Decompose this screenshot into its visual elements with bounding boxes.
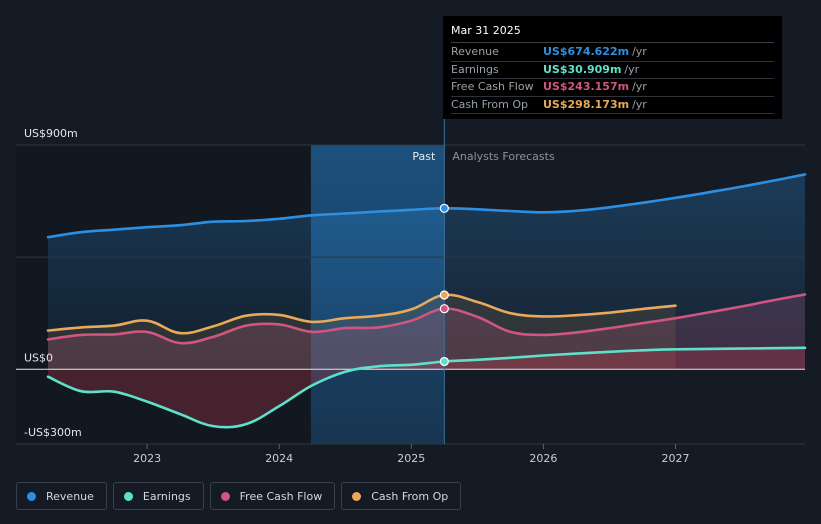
y-tick-label: US$0 <box>24 351 53 364</box>
marker-free-cash-flow <box>439 304 449 314</box>
tooltip-row-cash-from-op: Cash From Op US$298.173m /yr <box>451 97 774 114</box>
tooltip-value: US$30.909m <box>543 62 622 76</box>
tooltip-value: US$243.157m <box>543 80 630 93</box>
line-earnings <box>46 346 807 429</box>
tooltip-label: Revenue <box>451 45 499 58</box>
chart-canvas: US$900m US$0 -US$300m 2023 2024 2025 2026 2027 P… <box>16 94 807 465</box>
line-free-cash-flow <box>46 293 807 345</box>
line-cash-from-op <box>46 293 677 335</box>
tooltip-label: Free Cash Flow <box>451 80 534 93</box>
series-areas <box>48 174 805 428</box>
tooltip-unit: /yr <box>632 97 647 111</box>
x-tick-label: 2025 <box>397 452 425 465</box>
legend-dot-icon <box>352 491 362 501</box>
axis-labels: US$900m US$0 -US$300m 2023 2024 2025 2026 2027 P… <box>24 127 690 465</box>
tooltip-unit: /yr <box>632 45 647 58</box>
tooltip-unit: /yr <box>624 62 640 76</box>
legend-item-earnings[interactable]: Earnings <box>112 482 204 510</box>
legend-label: Cash From Op <box>371 489 449 503</box>
tooltip-date: Mar 31 2025 <box>451 24 774 43</box>
tooltip-row-revenue: Revenue US$674.622m /yr <box>451 44 774 62</box>
tooltip-label: Earnings <box>451 62 499 76</box>
series-lines <box>46 173 807 429</box>
x-tick-label: 2026 <box>529 452 557 465</box>
legend-label: Revenue <box>46 489 94 503</box>
legend-item-revenue[interactable]: Revenue <box>16 482 107 510</box>
x-tick-label: 2024 <box>265 452 293 465</box>
series-markers <box>439 203 449 367</box>
marker-cash-from-op <box>439 290 449 300</box>
legend-item-cash-from-op[interactable]: Cash From Op <box>341 482 462 510</box>
area-earnings <box>48 347 805 428</box>
legend-dot-icon <box>27 491 36 501</box>
tooltip-row-earnings: Earnings US$30.909m /yr <box>451 62 774 79</box>
marker-earnings <box>439 356 449 367</box>
legend-label: Free Cash Flow <box>239 489 323 503</box>
area-cash-from-op <box>48 294 676 370</box>
tooltip-unit: /yr <box>632 80 647 93</box>
marker-revenue <box>439 203 449 213</box>
legend-label: Earnings <box>142 489 191 503</box>
forecast-label: Analysts Forecasts <box>452 150 555 163</box>
legend-dot-icon <box>220 491 230 501</box>
tooltip-value: US$674.622m <box>543 45 630 58</box>
chart-legend: Revenue Earnings Free Cash Flow Cash Fro… <box>16 482 462 510</box>
y-tick-label: -US$300m <box>24 426 82 439</box>
legend-item-free-cash-flow[interactable]: Free Cash Flow <box>209 482 336 510</box>
hover-tooltip: Mar 31 2025 Revenue US$674.622m /yr Earn… <box>443 16 782 119</box>
y-tick-label: US$900m <box>24 127 78 140</box>
tooltip-value: US$298.173m <box>543 97 630 111</box>
past-label: Past <box>412 150 436 163</box>
line-revenue <box>46 173 807 239</box>
x-tick-label: 2027 <box>662 452 690 465</box>
tooltip-label: Cash From Op <box>451 97 529 111</box>
area-revenue <box>48 174 805 370</box>
tooltip-row-free-cash-flow: Free Cash Flow US$243.157m /yr <box>451 79 774 97</box>
legend-dot-icon <box>123 491 133 501</box>
x-tick-label: 2023 <box>133 452 161 465</box>
